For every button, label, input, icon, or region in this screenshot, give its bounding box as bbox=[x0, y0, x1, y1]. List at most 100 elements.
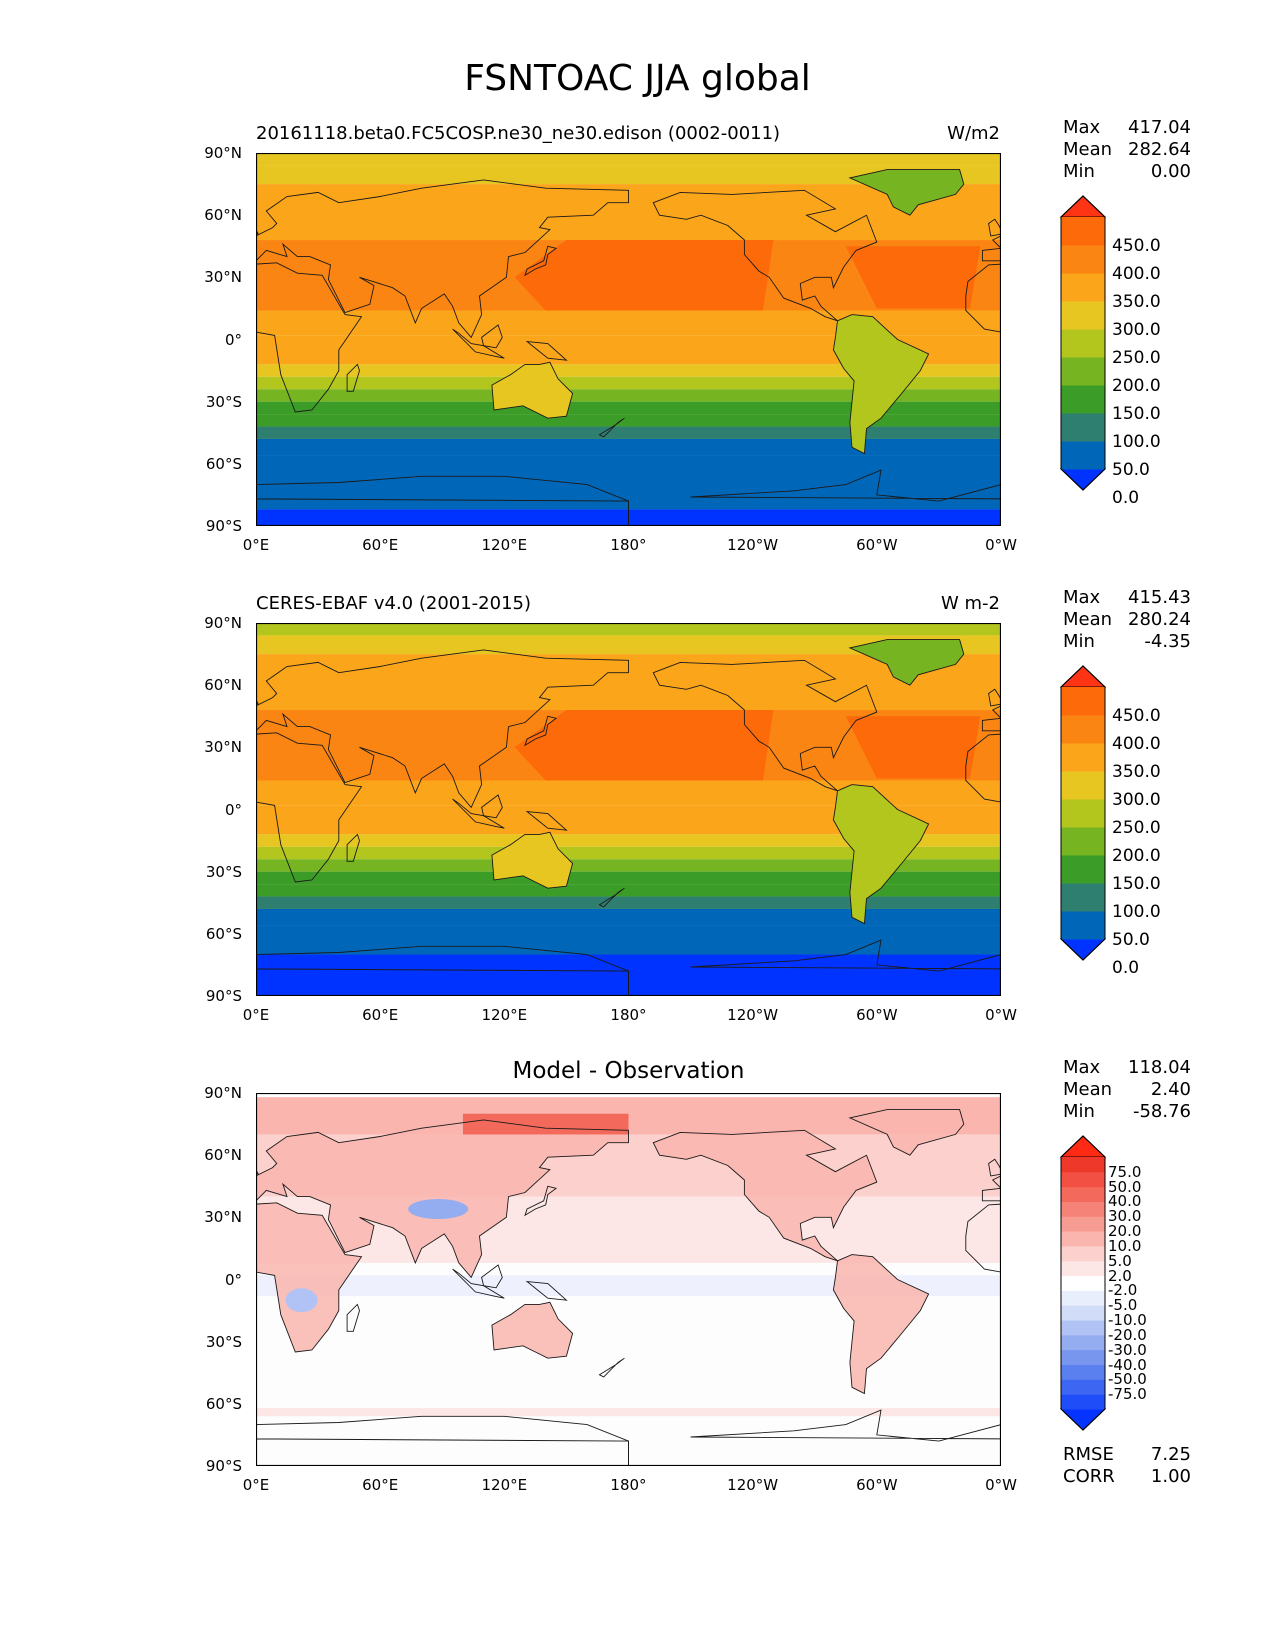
map-frame bbox=[256, 153, 1001, 526]
lat-tick-label: 90°S bbox=[205, 1457, 242, 1475]
band bbox=[256, 401, 1001, 415]
lat-tick-label: 0° bbox=[224, 800, 242, 819]
lat-tick-label: 60°S bbox=[205, 1394, 242, 1413]
stats-block: Max 118.04 Mean 2.40 Min -58.76 bbox=[1063, 1057, 1191, 1123]
colorbar-tick-label: -20.0 bbox=[1108, 1325, 1147, 1344]
colorbar-extend-min bbox=[1060, 938, 1106, 961]
band bbox=[256, 834, 1001, 847]
panel-title: 20161118.beta0.FC5COSP.ne30_ne30.edison … bbox=[256, 123, 781, 144]
coastline-madagascar bbox=[346, 833, 360, 862]
colorbar-tick-label: 0.0 bbox=[1112, 958, 1140, 978]
map-frame bbox=[256, 1093, 1001, 1466]
colorbar-tick-label: 30.0 bbox=[1108, 1207, 1142, 1226]
panel-units: W/m2 bbox=[947, 123, 1000, 144]
colorbar-tick-label: 300.0 bbox=[1112, 320, 1161, 340]
colorbar-segment bbox=[1061, 1216, 1105, 1232]
corr-value: 1.00 bbox=[1150, 1466, 1191, 1487]
band bbox=[256, 896, 1001, 909]
high-region bbox=[514, 240, 774, 311]
lat-tick-label: 30°N bbox=[204, 1208, 242, 1227]
coastline-eurasia bbox=[256, 179, 629, 339]
land-fill bbox=[491, 832, 573, 889]
coastline-antarctica_w-wrap bbox=[690, 1409, 1001, 1466]
coastline-antarctica bbox=[256, 1415, 629, 1466]
colorbar bbox=[1060, 665, 1106, 961]
colorbar-segment bbox=[1061, 1349, 1105, 1366]
band bbox=[256, 153, 1001, 166]
stat-value-mean: 282.64 bbox=[1128, 139, 1191, 160]
coastline-newguinea bbox=[525, 341, 568, 361]
lon-tick-label: 0°W bbox=[985, 1476, 1017, 1494]
coastline-antarctica bbox=[256, 475, 629, 526]
coastline-samerica bbox=[832, 314, 930, 455]
lat-tick-label: 60°N bbox=[204, 676, 242, 695]
stat-label: Mean bbox=[1063, 1079, 1113, 1100]
colorbar-segment bbox=[1061, 1245, 1105, 1262]
coastline-uk-wrap bbox=[988, 1158, 1001, 1177]
stat-label: Mean bbox=[1063, 609, 1113, 630]
lon-tick-label: 0°W bbox=[985, 536, 1017, 554]
colorbar-tick-label: 10.0 bbox=[1108, 1236, 1142, 1255]
colorbar-tick-label: 50.0 bbox=[1112, 930, 1150, 950]
colorbar-tick-label: 350.0 bbox=[1112, 762, 1161, 782]
lon-tick-label: 180° bbox=[610, 1476, 647, 1494]
colorbar-segment bbox=[1061, 357, 1105, 386]
colorbar-tick-label: 0.0 bbox=[1112, 488, 1140, 508]
coastline-australia bbox=[491, 361, 574, 419]
colorbar-tick-label: 200.0 bbox=[1112, 376, 1161, 396]
rmse-value: 7.25 bbox=[1150, 1444, 1191, 1465]
colorbar-segment bbox=[1061, 1157, 1105, 1173]
colorbar-segment bbox=[1061, 687, 1105, 716]
land-fill bbox=[491, 362, 573, 419]
lat-tick-label: 90°N bbox=[204, 614, 242, 632]
coastline-uk-wrap bbox=[988, 218, 1001, 237]
colorbar-segment bbox=[1061, 413, 1105, 442]
stat-value-max: 415.43 bbox=[1128, 587, 1191, 608]
band bbox=[256, 859, 1001, 872]
band bbox=[256, 438, 1001, 456]
coastline-namerica bbox=[652, 659, 878, 792]
colorbar-tick-label: 350.0 bbox=[1112, 292, 1161, 312]
stat-label: Min bbox=[1063, 1101, 1095, 1122]
colorbar-segment bbox=[1061, 799, 1105, 828]
colorbar-tick-label: -50.0 bbox=[1108, 1370, 1147, 1389]
panel-units: W m-2 bbox=[940, 593, 1000, 614]
colorbar-segment bbox=[1061, 855, 1105, 884]
lon-tick-label: 60°E bbox=[362, 536, 399, 554]
colorbar-segment bbox=[1061, 1231, 1105, 1247]
coastlines bbox=[256, 169, 1001, 526]
stat-value-max: 118.04 bbox=[1128, 1057, 1191, 1078]
colorbar-segment bbox=[1061, 217, 1105, 246]
colorbar-outline bbox=[1060, 195, 1106, 491]
colorbar-tick-label: -30.0 bbox=[1108, 1340, 1147, 1359]
land-fill bbox=[256, 1202, 362, 1352]
colorbar-tick-label: 150.0 bbox=[1112, 404, 1161, 424]
band bbox=[256, 364, 1001, 377]
colorbar-segment bbox=[1061, 441, 1105, 470]
field-fill bbox=[256, 1093, 1001, 1466]
map-frame bbox=[256, 623, 1001, 996]
lon-tick-label: 60°W bbox=[856, 536, 898, 554]
high-region bbox=[514, 710, 774, 781]
coastline-samerica bbox=[832, 1254, 930, 1395]
colorbar-segment bbox=[1061, 1320, 1105, 1336]
colorbar-segment bbox=[1061, 1364, 1105, 1380]
land-fill bbox=[653, 1130, 877, 1261]
band bbox=[256, 1275, 1001, 1297]
stat-label: Max bbox=[1063, 1057, 1101, 1078]
lon-tick-label: 60°E bbox=[362, 1476, 399, 1494]
lon-tick-label: 120°W bbox=[727, 1006, 779, 1024]
high-region bbox=[845, 716, 981, 779]
coastline-samerica bbox=[832, 784, 930, 925]
lat-tick-label: 60°N bbox=[204, 206, 242, 225]
colorbar-tick-label: 250.0 bbox=[1112, 818, 1161, 838]
map-model bbox=[256, 153, 1001, 526]
colorbar-tick-label: 50.0 bbox=[1108, 1177, 1142, 1196]
lon-tick-label: 0°E bbox=[242, 1006, 270, 1024]
lon-tick-label: 60°E bbox=[362, 1006, 399, 1024]
colorbar-segment bbox=[1061, 1334, 1105, 1351]
stat-value-min: -4.35 bbox=[1144, 631, 1191, 652]
colorbar-segment bbox=[1061, 715, 1105, 744]
colorbar-tick-label: 20.0 bbox=[1108, 1222, 1142, 1241]
coastline-uk-wrap bbox=[988, 688, 1001, 707]
